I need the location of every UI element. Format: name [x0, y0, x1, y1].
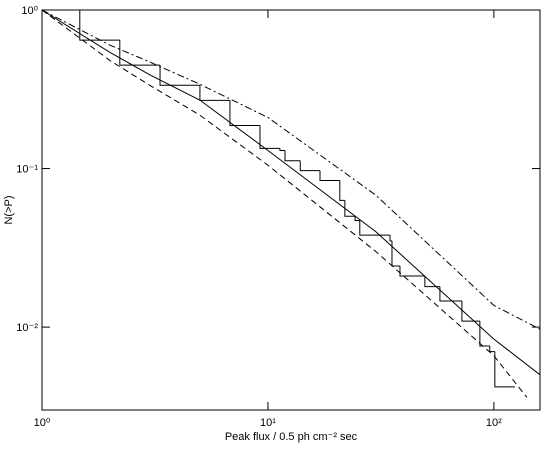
- step-segment: [119, 40, 161, 66]
- step-segment: [494, 351, 515, 388]
- step-segment: [339, 180, 345, 201]
- y-tick-label: 10⁰: [21, 5, 38, 17]
- step-segment: [279, 148, 286, 151]
- step-segment: [461, 301, 480, 322]
- step-segment: [439, 286, 462, 302]
- plot-frame: [41, 9, 541, 411]
- step-segment: [391, 240, 400, 267]
- y-tick-label: 10⁻¹: [16, 164, 38, 176]
- y-axis-label: N(>P): [3, 195, 15, 224]
- step-segment: [229, 100, 260, 126]
- step-segment: [159, 65, 200, 86]
- step-segment: [354, 216, 360, 222]
- step-segment: [399, 265, 425, 277]
- step-segment: [79, 10, 120, 41]
- x-tick-label: 10⁰: [34, 417, 51, 429]
- step-segment: [424, 276, 440, 288]
- step-segment: [344, 200, 356, 217]
- step-segment: [489, 345, 495, 353]
- x-tick-label: 10¹: [260, 417, 276, 429]
- x-tick-label: 10²: [486, 417, 502, 429]
- step-segment: [259, 125, 280, 149]
- step-segment: [319, 170, 340, 182]
- step-segment: [389, 235, 392, 242]
- model-line: [41, 9, 541, 330]
- step-segment: [359, 220, 391, 236]
- y-tick-label: 10⁻²: [16, 322, 38, 334]
- x-axis-label: Peak flux / 0.5 ph cm⁻² sec: [225, 431, 358, 443]
- step-segment: [299, 160, 321, 172]
- step-segment: [284, 150, 301, 162]
- step-segment: [479, 321, 490, 347]
- model-line: [41, 9, 528, 398]
- step-segment: [199, 85, 230, 101]
